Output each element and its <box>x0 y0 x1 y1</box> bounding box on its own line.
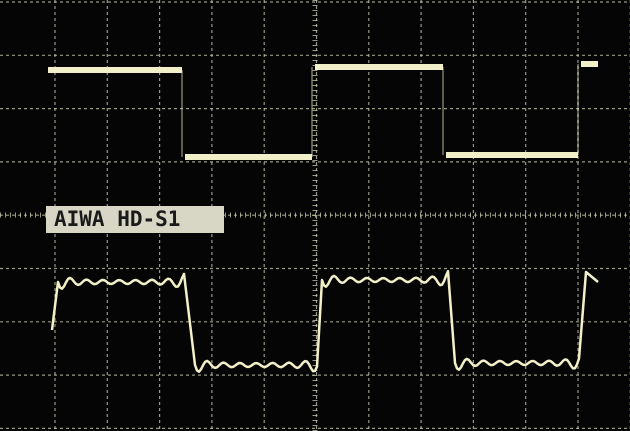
square-wave-edges <box>181 64 579 157</box>
label-box <box>46 206 224 233</box>
waveforms <box>48 61 599 373</box>
square-wave <box>48 61 598 160</box>
filtered-wave <box>50 269 599 373</box>
label: AIWA HD-S1 <box>54 207 180 231</box>
